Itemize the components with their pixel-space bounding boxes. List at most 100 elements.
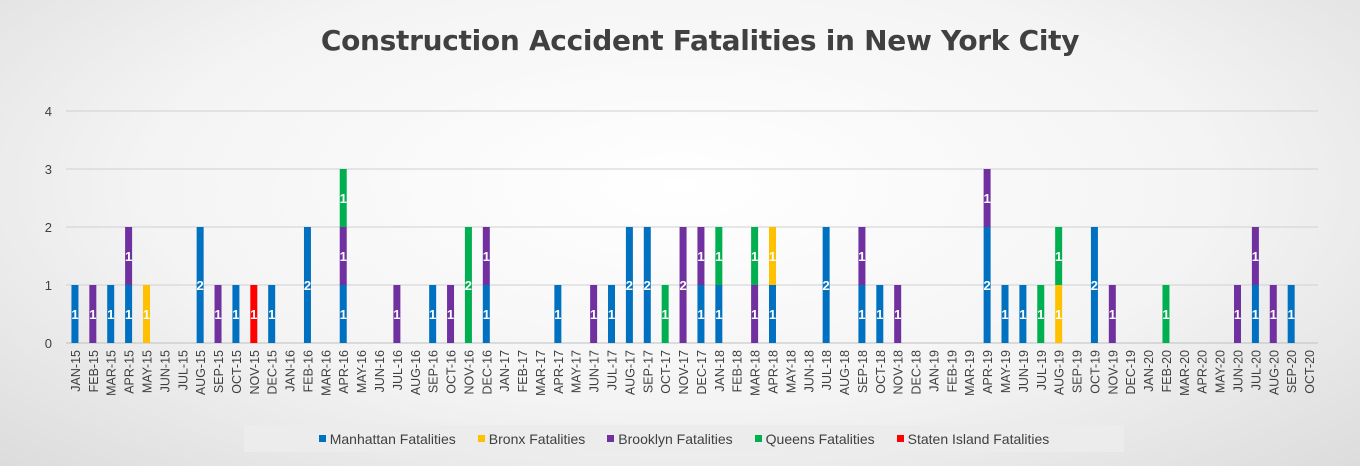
- data-label: 1: [250, 307, 257, 322]
- x-tick-label: FEB-15: [87, 350, 101, 392]
- x-tick-label: JUL-18: [820, 350, 834, 390]
- x-tick-label: NOV-15: [248, 350, 262, 395]
- bar-segment: [1001, 285, 1009, 343]
- x-tick-label: AUG-20: [1267, 350, 1281, 395]
- data-label: 1: [715, 307, 722, 322]
- bar-segment: [822, 227, 830, 343]
- data-label: 1: [697, 249, 704, 264]
- y-tick-label: 1: [45, 278, 52, 293]
- bar-segment: [715, 285, 723, 343]
- x-tick-label: MAY-18: [784, 350, 798, 393]
- chart-legend: Manhattan Fatalities Bronx Fatalities Broo…: [244, 425, 1124, 452]
- data-label: 2: [679, 278, 686, 293]
- x-tick-label: MAY-15: [140, 350, 154, 393]
- bar-segment: [876, 285, 884, 343]
- x-tick-label: JUN-19: [1017, 350, 1031, 392]
- x-tick-label: JUL-17: [606, 350, 620, 390]
- data-label: 1: [1019, 307, 1026, 322]
- bar-segment: [679, 227, 687, 343]
- x-tick-label: JAN-16: [284, 350, 298, 392]
- legend-entry: Brooklyn Fatalities: [607, 431, 733, 447]
- data-label: 1: [1288, 307, 1295, 322]
- bar-segment: [125, 285, 133, 343]
- y-tick-label: 2: [45, 220, 52, 235]
- data-label: 1: [608, 307, 615, 322]
- x-tick-label: OCT-18: [874, 350, 888, 394]
- x-tick-label: AUG-15: [194, 350, 208, 395]
- data-label: 1: [125, 307, 132, 322]
- bar-segment: [1162, 285, 1170, 343]
- bar-segment: [1037, 285, 1045, 343]
- x-tick-label: NOV-19: [1106, 350, 1120, 395]
- data-label: 1: [1109, 307, 1116, 322]
- x-tick-label: DEC-19: [1124, 350, 1138, 395]
- data-label: 1: [340, 307, 347, 322]
- data-label: 1: [268, 307, 275, 322]
- data-label: 1: [125, 249, 132, 264]
- x-tick-label: SEP-19: [1071, 350, 1085, 393]
- bar-segment: [608, 285, 616, 343]
- x-tick-label: MAY-17: [570, 350, 584, 393]
- x-tick-label: DEC-15: [266, 350, 280, 395]
- x-tick-label: APR-17: [552, 350, 566, 394]
- x-tick-label: MAR-20: [1178, 350, 1192, 396]
- data-label: 1: [1001, 307, 1008, 322]
- data-label: 1: [858, 249, 865, 264]
- x-tick-label: DEC-16: [480, 350, 494, 395]
- y-tick-label: 3: [45, 162, 52, 177]
- legend-label: Staten Island Fatalities: [907, 430, 1050, 447]
- bar-segment: [1287, 285, 1295, 343]
- bar-segment: [1019, 285, 1027, 343]
- data-label: 1: [340, 191, 347, 206]
- data-label: 1: [769, 249, 776, 264]
- data-label: 1: [894, 307, 901, 322]
- bar-segment: [858, 227, 866, 285]
- data-label: 1: [983, 191, 990, 206]
- data-label: 1: [89, 307, 96, 322]
- legend-swatch: [477, 435, 485, 442]
- data-label: 1: [107, 307, 114, 322]
- bar-segment: [268, 285, 276, 343]
- data-label: 2: [304, 278, 311, 293]
- bar-segment: [250, 285, 258, 343]
- x-tick-label: JAN-20: [1142, 350, 1156, 392]
- bar-segment: [447, 285, 455, 343]
- bar-segment: [715, 227, 723, 285]
- bar-segment: [142, 285, 150, 343]
- x-tick-label: JAN-15: [69, 350, 83, 392]
- x-tick-label: MAY-19: [999, 350, 1013, 393]
- data-label: 1: [554, 307, 561, 322]
- x-tick-label: OCT-17: [659, 350, 673, 394]
- x-tick-label: JAN-18: [713, 350, 727, 392]
- x-tick-label: FEB-20: [1160, 350, 1174, 392]
- data-label: 1: [1270, 307, 1277, 322]
- bar-segment: [768, 227, 776, 285]
- y-tick-label: 0: [45, 336, 52, 351]
- data-label: 1: [447, 307, 454, 322]
- legend-swatch: [318, 435, 326, 442]
- x-tick-label: OCT-15: [230, 350, 244, 394]
- bar-segment: [643, 227, 651, 343]
- data-label: 2: [197, 278, 204, 293]
- bar-segment: [482, 285, 490, 343]
- data-label: 2: [465, 278, 472, 293]
- bar-segment: [71, 285, 79, 343]
- data-label: 1: [1037, 307, 1044, 322]
- x-tick-label: FEB-19: [945, 350, 959, 392]
- legend-label: Bronx Fatalities: [488, 430, 586, 447]
- x-tick-label: JAN-19: [927, 350, 941, 392]
- x-tick-label: AUG-19: [1053, 350, 1067, 395]
- data-label: 1: [1252, 249, 1259, 264]
- data-label: 1: [1234, 307, 1241, 322]
- x-tick-label: JUN-15: [158, 350, 172, 392]
- x-tick-label: JUN-17: [588, 350, 602, 392]
- x-tick-label: OCT-19: [1088, 350, 1102, 394]
- x-tick-label: DEC-17: [695, 350, 709, 395]
- x-tick-label: NOV-16: [462, 350, 476, 395]
- data-label: 1: [429, 307, 436, 322]
- x-tick-label: OCT-16: [445, 350, 459, 394]
- chart-title: Construction Accident Fatalities in New …: [320, 24, 1080, 57]
- x-tick-label: FEB-18: [731, 350, 745, 392]
